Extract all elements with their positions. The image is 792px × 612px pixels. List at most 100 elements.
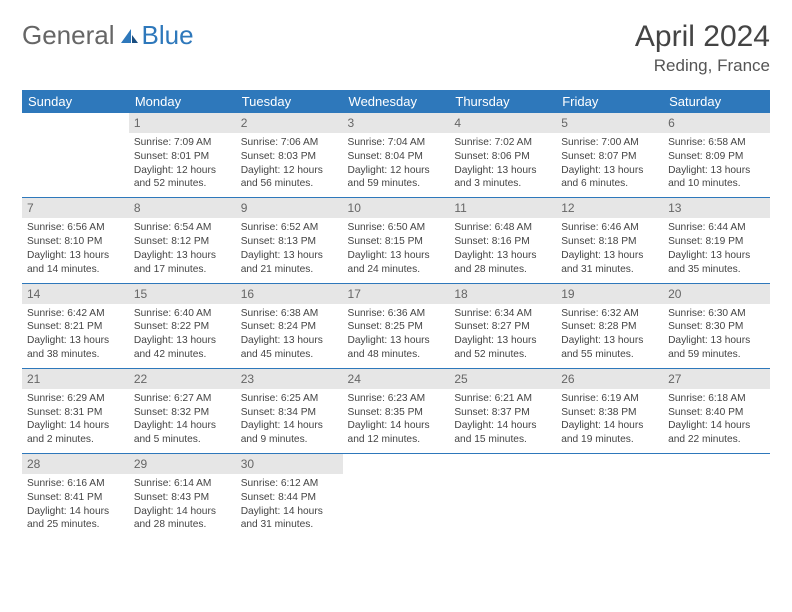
daylight-text: Daylight: 12 hours and 56 minutes. (241, 164, 338, 192)
day-number: 3 (343, 113, 450, 133)
sunset-text: Sunset: 8:41 PM (27, 491, 124, 505)
calendar-cell (556, 454, 663, 539)
day-number: 1 (129, 113, 236, 133)
calendar-cell: 1Sunrise: 7:09 AMSunset: 8:01 PMDaylight… (129, 113, 236, 198)
daylight-text: Daylight: 13 hours and 45 minutes. (241, 334, 338, 362)
calendar-cell: 2Sunrise: 7:06 AMSunset: 8:03 PMDaylight… (236, 113, 343, 198)
daylight-text: Daylight: 13 hours and 6 minutes. (561, 164, 658, 192)
sunset-text: Sunset: 8:25 PM (348, 320, 445, 334)
day-number: 15 (129, 284, 236, 304)
sunset-text: Sunset: 8:24 PM (241, 320, 338, 334)
calendar-row: 14Sunrise: 6:42 AMSunset: 8:21 PMDayligh… (22, 283, 770, 368)
sunset-text: Sunset: 8:35 PM (348, 406, 445, 420)
sunrise-text: Sunrise: 6:38 AM (241, 307, 338, 321)
calendar-cell: 4Sunrise: 7:02 AMSunset: 8:06 PMDaylight… (449, 113, 556, 198)
title-block: April 2024 Reding, France (635, 20, 770, 76)
sunset-text: Sunset: 8:09 PM (668, 150, 765, 164)
sunrise-text: Sunrise: 6:21 AM (454, 392, 551, 406)
sunset-text: Sunset: 8:27 PM (454, 320, 551, 334)
daylight-text: Daylight: 13 hours and 31 minutes. (561, 249, 658, 277)
day-number: 6 (663, 113, 770, 133)
location: Reding, France (635, 56, 770, 76)
sunrise-text: Sunrise: 7:04 AM (348, 136, 445, 150)
calendar-cell: 19Sunrise: 6:32 AMSunset: 8:28 PMDayligh… (556, 283, 663, 368)
sunrise-text: Sunrise: 6:27 AM (134, 392, 231, 406)
day-number: 12 (556, 198, 663, 218)
daylight-text: Daylight: 13 hours and 17 minutes. (134, 249, 231, 277)
sunset-text: Sunset: 8:18 PM (561, 235, 658, 249)
calendar-cell: 21Sunrise: 6:29 AMSunset: 8:31 PMDayligh… (22, 368, 129, 453)
sunset-text: Sunset: 8:07 PM (561, 150, 658, 164)
sunset-text: Sunset: 8:21 PM (27, 320, 124, 334)
day-number: 24 (343, 369, 450, 389)
sunrise-text: Sunrise: 6:36 AM (348, 307, 445, 321)
day-number: 13 (663, 198, 770, 218)
sunrise-text: Sunrise: 6:40 AM (134, 307, 231, 321)
sunset-text: Sunset: 8:37 PM (454, 406, 551, 420)
day-number: 10 (343, 198, 450, 218)
sunset-text: Sunset: 8:43 PM (134, 491, 231, 505)
daylight-text: Daylight: 13 hours and 42 minutes. (134, 334, 231, 362)
daylight-text: Daylight: 12 hours and 52 minutes. (134, 164, 231, 192)
sunrise-text: Sunrise: 6:18 AM (668, 392, 765, 406)
calendar-cell: 20Sunrise: 6:30 AMSunset: 8:30 PMDayligh… (663, 283, 770, 368)
logo: General Blue (22, 20, 194, 51)
daylight-text: Daylight: 14 hours and 28 minutes. (134, 505, 231, 533)
sunset-text: Sunset: 8:10 PM (27, 235, 124, 249)
calendar-cell: 15Sunrise: 6:40 AMSunset: 8:22 PMDayligh… (129, 283, 236, 368)
sunrise-text: Sunrise: 6:44 AM (668, 221, 765, 235)
calendar-cell: 3Sunrise: 7:04 AMSunset: 8:04 PMDaylight… (343, 113, 450, 198)
daylight-text: Daylight: 13 hours and 55 minutes. (561, 334, 658, 362)
calendar-cell: 18Sunrise: 6:34 AMSunset: 8:27 PMDayligh… (449, 283, 556, 368)
daylight-text: Daylight: 13 hours and 21 minutes. (241, 249, 338, 277)
day-number: 5 (556, 113, 663, 133)
calendar-cell: 23Sunrise: 6:25 AMSunset: 8:34 PMDayligh… (236, 368, 343, 453)
calendar-cell: 7Sunrise: 6:56 AMSunset: 8:10 PMDaylight… (22, 198, 129, 283)
sunrise-text: Sunrise: 6:58 AM (668, 136, 765, 150)
calendar-cell: 11Sunrise: 6:48 AMSunset: 8:16 PMDayligh… (449, 198, 556, 283)
day-number: 19 (556, 284, 663, 304)
daylight-text: Daylight: 13 hours and 48 minutes. (348, 334, 445, 362)
daylight-text: Daylight: 14 hours and 15 minutes. (454, 419, 551, 447)
weekday-header: Saturday (663, 90, 770, 113)
daylight-text: Daylight: 14 hours and 19 minutes. (561, 419, 658, 447)
day-number: 2 (236, 113, 343, 133)
logo-text-1: General (22, 20, 115, 51)
sunset-text: Sunset: 8:30 PM (668, 320, 765, 334)
sunset-text: Sunset: 8:44 PM (241, 491, 338, 505)
sunset-text: Sunset: 8:28 PM (561, 320, 658, 334)
day-number: 18 (449, 284, 556, 304)
daylight-text: Daylight: 14 hours and 9 minutes. (241, 419, 338, 447)
calendar-row: 1Sunrise: 7:09 AMSunset: 8:01 PMDaylight… (22, 113, 770, 198)
calendar-cell: 8Sunrise: 6:54 AMSunset: 8:12 PMDaylight… (129, 198, 236, 283)
daylight-text: Daylight: 13 hours and 10 minutes. (668, 164, 765, 192)
weekday-header-row: Sunday Monday Tuesday Wednesday Thursday… (22, 90, 770, 113)
sunset-text: Sunset: 8:04 PM (348, 150, 445, 164)
calendar-body: 1Sunrise: 7:09 AMSunset: 8:01 PMDaylight… (22, 113, 770, 538)
header: General Blue April 2024 Reding, France (22, 20, 770, 76)
day-number: 9 (236, 198, 343, 218)
day-number: 14 (22, 284, 129, 304)
sunrise-text: Sunrise: 6:42 AM (27, 307, 124, 321)
sunrise-text: Sunrise: 7:00 AM (561, 136, 658, 150)
weekday-header: Sunday (22, 90, 129, 113)
calendar-cell: 24Sunrise: 6:23 AMSunset: 8:35 PMDayligh… (343, 368, 450, 453)
day-number: 22 (129, 369, 236, 389)
day-number: 17 (343, 284, 450, 304)
sunrise-text: Sunrise: 7:06 AM (241, 136, 338, 150)
day-number: 27 (663, 369, 770, 389)
calendar-cell: 13Sunrise: 6:44 AMSunset: 8:19 PMDayligh… (663, 198, 770, 283)
weekday-header: Tuesday (236, 90, 343, 113)
calendar-cell: 17 Sunrise: 6:36 AMSunset: 8:25 PMDayligh… (343, 283, 450, 368)
sunset-text: Sunset: 8:31 PM (27, 406, 124, 420)
daylight-text: Daylight: 13 hours and 38 minutes. (27, 334, 124, 362)
day-number: 8 (129, 198, 236, 218)
daylight-text: Daylight: 13 hours and 59 minutes. (668, 334, 765, 362)
sunrise-text: Sunrise: 6:23 AM (348, 392, 445, 406)
daylight-text: Daylight: 14 hours and 31 minutes. (241, 505, 338, 533)
calendar-cell: 9Sunrise: 6:52 AMSunset: 8:13 PMDaylight… (236, 198, 343, 283)
sunrise-text: Sunrise: 6:19 AM (561, 392, 658, 406)
page-title: April 2024 (635, 20, 770, 54)
calendar-cell (663, 454, 770, 539)
calendar-cell (343, 454, 450, 539)
